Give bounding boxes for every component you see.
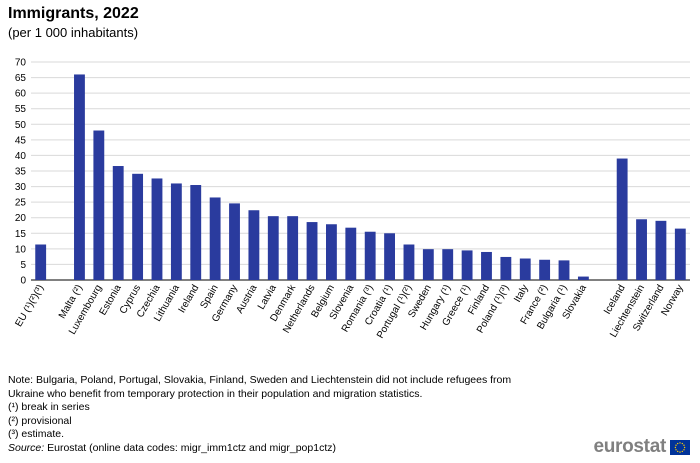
bar [326, 224, 337, 280]
bar [112, 166, 124, 280]
bar [558, 260, 570, 280]
bar [616, 158, 628, 280]
flag-star [675, 444, 677, 446]
x-tick-label: EU (¹)(²)(³) [13, 283, 46, 329]
bar [132, 173, 144, 280]
eurostat-logo: eurostat [593, 436, 690, 457]
flag-star [681, 442, 683, 444]
x-tick-label: Italy [512, 283, 531, 304]
y-tick-label: 15 [15, 229, 27, 240]
y-tick-label: 40 [15, 151, 27, 162]
bar [636, 219, 647, 280]
y-tick-label: 25 [15, 198, 27, 209]
bar [384, 233, 395, 280]
bar [422, 249, 434, 280]
y-tick-label: 10 [15, 244, 27, 255]
flag-star [679, 450, 681, 453]
y-tick-label: 30 [15, 182, 27, 193]
flag-background [670, 439, 690, 455]
flag-star [683, 448, 685, 450]
footnote-provisional: (²) provisional [8, 414, 72, 427]
y-tick-label: 20 [15, 213, 27, 224]
source-label: Source: [8, 441, 45, 454]
bar-chart: 0 5 10 15 20 25 30 35 40 45 50 55 60 65 70 EU (¹)(²)(³)… [13, 58, 690, 340]
eu-flag-icon [670, 439, 690, 455]
chart-notes: Note: Bulgaria, Poland, Portugal, Slovak… [8, 374, 568, 456]
source-text: Eurostat (online data codes: migr_imm1ct… [44, 441, 336, 454]
bar [442, 249, 454, 280]
source-line: Source: Eurostat (online data codes: mig… [8, 442, 568, 456]
flag-star [675, 448, 677, 450]
note-line: Ukraine who benefit from temporary prote… [8, 387, 423, 400]
bar [229, 203, 240, 280]
bar [577, 276, 589, 280]
y-tick-label: 35 [15, 167, 27, 178]
footnote-estimate: (³) estimate. [8, 428, 65, 441]
flag-star [677, 450, 679, 452]
bar [519, 258, 531, 280]
bar [500, 256, 512, 280]
bar [267, 216, 279, 280]
y-tick-label: 65 [15, 73, 27, 84]
note-line: Note: Bulgaria, Poland, Portugal, Slovak… [8, 374, 512, 386]
bar [345, 227, 357, 280]
bar [539, 259, 551, 280]
flag-star [674, 446, 677, 448]
bar [461, 250, 473, 280]
bar [209, 197, 221, 280]
y-tick-label: 60 [15, 89, 27, 100]
flag-star [683, 444, 685, 446]
bar [170, 183, 182, 280]
flag-star [683, 446, 686, 448]
logo-text: eurostat [593, 436, 666, 457]
flag-star [681, 450, 683, 452]
chart-title: Immigrants, 2022 [8, 5, 139, 22]
bar [287, 216, 299, 280]
bar [248, 210, 260, 280]
y-tick-label: 50 [15, 120, 27, 131]
bar [151, 178, 163, 280]
chart-subtitle: (per 1 000 inhabitants) [8, 25, 139, 40]
bar [674, 228, 686, 280]
bar [35, 244, 47, 280]
y-tick-label: 0 [20, 276, 26, 287]
flag-star [679, 441, 681, 444]
bar [403, 244, 415, 280]
bar [306, 222, 318, 280]
y-tick-label: 55 [15, 104, 27, 115]
bar [655, 220, 667, 280]
bar [74, 74, 85, 281]
bar [190, 185, 202, 280]
footnote-break-in-series: (¹) break in series [8, 401, 90, 414]
y-tick-label: 45 [15, 135, 27, 146]
flag-star [677, 442, 679, 444]
y-tick-label: 5 [20, 260, 26, 271]
bar [364, 231, 376, 280]
y-tick-label: 70 [15, 58, 27, 69]
bar [93, 130, 105, 280]
bar [481, 251, 492, 280]
